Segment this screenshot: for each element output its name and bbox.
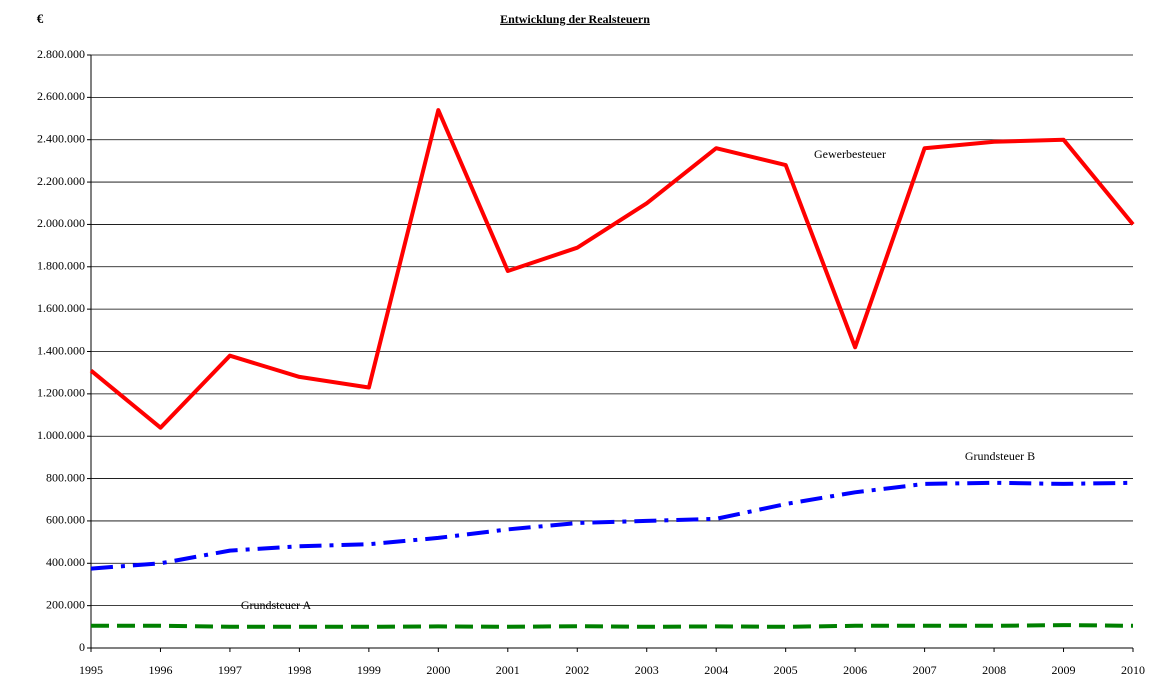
series-line [91, 623, 1134, 629]
x-tick-label: 1999 [357, 663, 381, 677]
y-tick-label: 800.000 [46, 470, 85, 484]
x-tick-label: 2002 [565, 663, 589, 677]
y-tick-label: 1.800.000 [37, 259, 85, 273]
series-label: Gewerbesteuer [814, 147, 886, 161]
y-tick-label: 2.200.000 [37, 174, 85, 188]
y-tick-label: 1.400.000 [37, 343, 85, 357]
y-tick-label: 200.000 [46, 597, 85, 611]
y-axis-label: € [37, 11, 44, 26]
x-tick-label: 1998 [287, 663, 311, 677]
x-tick-label: 2001 [496, 663, 520, 677]
x-tick-label: 2003 [635, 663, 659, 677]
x-tick-label: 2009 [1052, 663, 1076, 677]
x-tick-label: 2005 [774, 663, 798, 677]
x-tick-label: 2007 [913, 663, 937, 677]
y-tick-label: 2.000.000 [37, 216, 85, 230]
x-tick-label: 2006 [843, 663, 867, 677]
y-tick-label: 600.000 [46, 513, 85, 527]
series-line [90, 480, 1134, 571]
y-tick-label: 0 [79, 640, 85, 654]
y-tick-label: 400.000 [46, 555, 85, 569]
y-tick-label: 1.600.000 [37, 301, 85, 315]
y-tick-label: 2.800.000 [37, 47, 85, 61]
y-tick-label: 1.000.000 [37, 428, 85, 442]
series-line [89, 108, 1135, 430]
x-tick-label: 2008 [982, 663, 1006, 677]
series-label: Grundsteuer A [241, 598, 312, 612]
y-tick-label: 2.400.000 [37, 131, 85, 145]
chart-title: Entwicklung der Realsteuern [500, 12, 650, 26]
x-tick-label: 1996 [148, 663, 172, 677]
x-tick-label: 2010 [1121, 663, 1145, 677]
x-tick-label: 2004 [704, 663, 728, 677]
y-tick-label: 2.600.000 [37, 89, 85, 103]
x-tick-label: 1997 [218, 663, 242, 677]
series-label: Grundsteuer B [965, 449, 1035, 463]
x-tick-label: 1995 [79, 663, 103, 677]
x-tick-label: 2000 [426, 663, 450, 677]
y-tick-label: 1.200.000 [37, 386, 85, 400]
